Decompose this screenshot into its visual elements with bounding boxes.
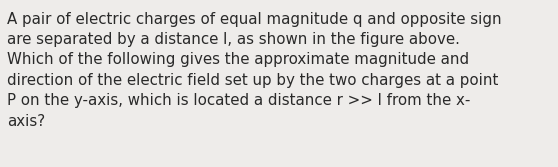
Text: A pair of electric charges of equal magnitude q and opposite sign
are separated : A pair of electric charges of equal magn… <box>7 12 501 129</box>
